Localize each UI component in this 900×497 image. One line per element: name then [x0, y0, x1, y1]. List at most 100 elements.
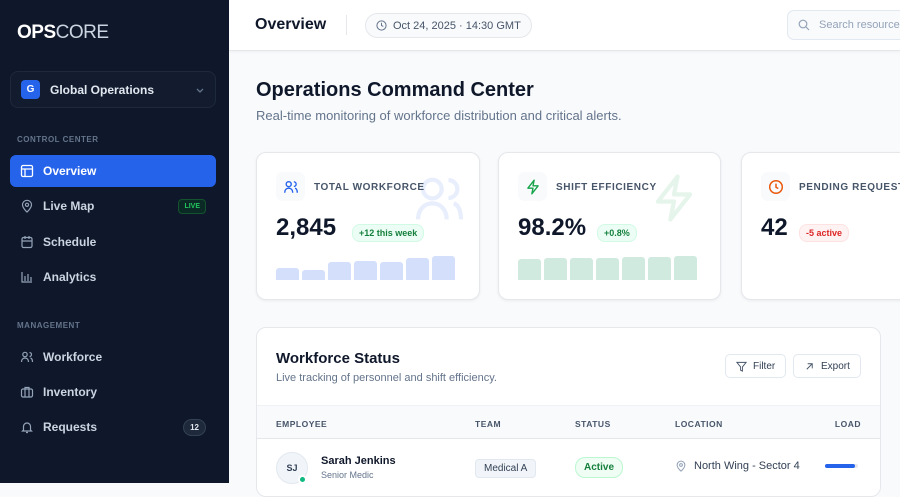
calendar-icon: [21, 236, 33, 249]
filter-label: Filter: [753, 360, 776, 372]
stat-card-pending-requests: PENDING REQUESTS 42 -5 active: [741, 152, 900, 300]
status-badge: Active: [575, 457, 624, 478]
header-divider: [346, 15, 347, 35]
column-header-load[interactable]: LOAD: [834, 419, 861, 429]
export-button[interactable]: Export: [793, 354, 861, 378]
load-bar-fill: [825, 464, 855, 468]
sidebar-item-live-map[interactable]: Live Map LIVE: [10, 190, 216, 222]
sparkline-bar: [674, 255, 697, 280]
stat-card-total-workforce: TOTAL WORKFORCE 2,845 +12 this week: [256, 152, 480, 300]
map-pin-icon: [676, 460, 686, 472]
section-title-control-center: CONTROL CENTER: [17, 135, 99, 144]
zap-watermark-icon: [655, 174, 693, 222]
top-header: Overview Oct 24, 2025 · 14:30 GMT Search…: [229, 0, 900, 51]
workforce-status-panel: Workforce Status Live tracking of person…: [256, 327, 881, 497]
sparkline-bar: [570, 257, 593, 280]
map-pin-icon: [21, 199, 33, 213]
export-label: Export: [821, 360, 850, 372]
sidebar-item-label: Inventory: [43, 385, 98, 399]
stat-icon-box: [518, 172, 547, 201]
sidebar-item-label: Requests: [43, 420, 98, 434]
datetime-pill: Oct 24, 2025 · 14:30 GMT: [365, 13, 532, 38]
zap-icon: [526, 178, 539, 195]
sparkline-bar: [328, 262, 351, 280]
sparkline-bar: [380, 262, 403, 280]
arrow-up-right-icon: [806, 362, 813, 370]
stat-value: 2,845: [276, 214, 337, 241]
live-badge: LIVE: [178, 198, 206, 214]
location: North Wing - Sector 4: [675, 460, 800, 472]
sidebar-item-label: Analytics: [43, 270, 97, 284]
stat-label: TOTAL WORKFORCE: [314, 182, 425, 193]
stat-card-shift-efficiency: SHIFT EFFICIENCY 98.2% +0.8%: [498, 152, 721, 300]
column-header-status[interactable]: STATUS: [575, 419, 611, 429]
search-icon: [798, 19, 810, 31]
users-icon: [20, 351, 34, 363]
sidebar-item-analytics[interactable]: Analytics: [10, 261, 216, 293]
sparkline-bar: [276, 267, 299, 280]
column-header-team[interactable]: TEAM: [475, 419, 502, 429]
logo-bold: OPS: [17, 22, 56, 43]
sparkline-bar: [302, 269, 325, 280]
sparkline-bar: [406, 258, 429, 280]
sidebar-item-label: Workforce: [43, 350, 103, 364]
stat-value: 98.2%: [518, 214, 587, 241]
stat-label: SHIFT EFFICIENCY: [556, 182, 657, 193]
sidebar-item-requests[interactable]: Requests 12: [10, 411, 216, 443]
users-icon: [283, 180, 298, 193]
employee-role: Senior Medic: [321, 470, 374, 480]
filter-button[interactable]: Filter: [725, 354, 787, 378]
stat-icon-box: [761, 172, 790, 201]
panel-title: Workforce Status: [276, 350, 400, 367]
clock-icon: [768, 179, 783, 194]
bar-chart-icon: [21, 272, 32, 283]
section-title-management: MANAGEMENT: [17, 321, 81, 330]
org-name: Global Operations: [50, 82, 155, 97]
sidebar-item-label: Live Map: [43, 199, 95, 213]
chevron-down-icon: [196, 88, 204, 93]
panel-subtitle: Live tracking of personnel and shift eff…: [276, 372, 497, 384]
search-placeholder: Search resources...: [819, 19, 900, 31]
stat-change-badge: +12 this week: [352, 224, 425, 242]
sparkline: [518, 255, 697, 280]
page-title: Operations Command Center: [256, 79, 534, 101]
header-title: Overview: [255, 16, 327, 33]
stat-change-badge: +0.8%: [597, 224, 637, 242]
sparkline-bar: [544, 258, 567, 280]
employee-name: Sarah Jenkins: [321, 455, 396, 467]
column-header-location[interactable]: LOCATION: [675, 419, 723, 429]
sparkline-bar: [622, 256, 645, 280]
sidebar-item-overview[interactable]: Overview: [10, 155, 216, 187]
bell-icon: [21, 422, 33, 434]
org-avatar: G: [21, 80, 40, 99]
sidebar-item-workforce[interactable]: Workforce: [10, 341, 216, 373]
stat-change-badge: -5 active: [799, 224, 850, 242]
team-badge: Medical A: [475, 459, 537, 478]
sparkline-bar: [648, 256, 671, 280]
stat-label: PENDING REQUESTS: [799, 182, 900, 193]
datetime-text: Oct 24, 2025 · 14:30 GMT: [393, 19, 521, 32]
clock-icon: [376, 20, 387, 31]
location-text: North Wing - Sector 4: [694, 460, 800, 472]
org-switcher[interactable]: G Global Operations: [10, 71, 216, 108]
table-row[interactable]: SJ Sarah Jenkins Senior Medic Medical A …: [257, 439, 880, 496]
sidebar: OPSCORE G Global Operations CONTROL CENT…: [0, 0, 229, 483]
requests-count-badge: 12: [183, 418, 206, 436]
briefcase-icon: [20, 386, 34, 398]
stat-value: 42: [761, 214, 788, 241]
logo[interactable]: OPSCORE: [17, 22, 109, 44]
stat-icon-box: [276, 172, 305, 201]
table-header: EMPLOYEE TEAM STATUS LOCATION LOAD: [257, 405, 880, 439]
column-header-employee[interactable]: EMPLOYEE: [276, 419, 328, 429]
sparkline-bar: [354, 260, 377, 280]
users-watermark-icon: [415, 177, 464, 220]
sidebar-item-label: Overview: [43, 164, 97, 178]
filter-icon: [736, 361, 747, 372]
layout-icon: [20, 164, 34, 178]
sidebar-item-inventory[interactable]: Inventory: [10, 376, 216, 408]
page-subtitle: Real-time monitoring of workforce distri…: [256, 108, 622, 123]
sidebar-item-schedule[interactable]: Schedule: [10, 226, 216, 258]
sparkline-bar: [518, 259, 541, 280]
search-input[interactable]: Search resources...: [787, 10, 900, 40]
sparkline: [276, 255, 455, 280]
